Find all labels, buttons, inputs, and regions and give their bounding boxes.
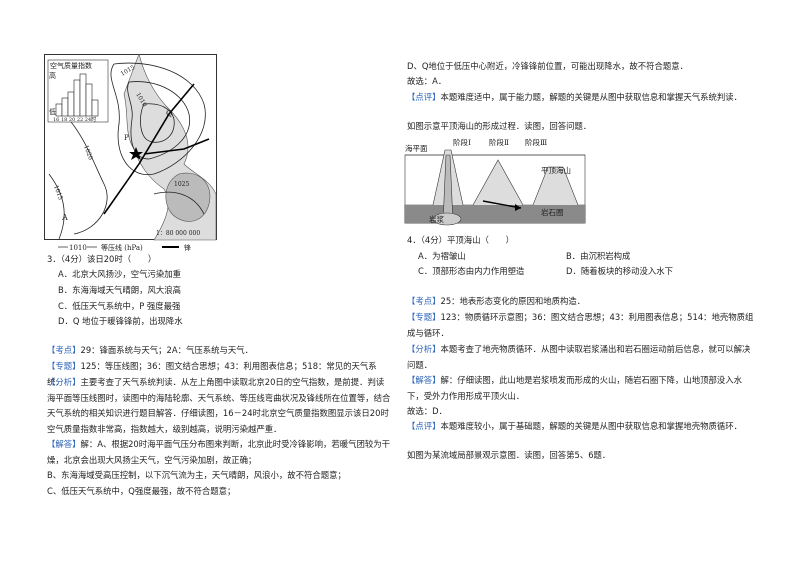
option: A．北京大风扬沙，空气污染加重 bbox=[58, 269, 181, 279]
stage: 阶段Ⅰ bbox=[453, 137, 471, 147]
solution-line: C、低压天气系统中，Q强度最强，故不符合题意； bbox=[47, 486, 236, 496]
isobar-label: 1020 bbox=[82, 144, 94, 161]
option: D．随着板块的移动没入水下 bbox=[566, 266, 673, 276]
tag: 【专题】 bbox=[47, 361, 81, 371]
intro: 如图为某流域局部景观示意图．读图，回答第5、6题． bbox=[407, 450, 611, 460]
intro: 如图示意平顶海山的形成过程．读图，回答问题． bbox=[407, 121, 592, 131]
isobar-label: 1015 bbox=[52, 184, 64, 201]
tag: 【解答】 bbox=[47, 439, 81, 449]
solution-para: 【解答】解：A、根据20时海平面气压分布图来判断，北京此时受冷锋影响，若暖气团较… bbox=[47, 437, 392, 468]
text: 29：锋面系统与天气；2A：气压系统与天气． bbox=[80, 345, 253, 355]
option: B．由沉积岩构成 bbox=[566, 251, 631, 261]
solution-para: 【考点】25：地表形态变化的原因和地质构造． bbox=[407, 294, 757, 310]
text: 125：等压线图；36：图文结合思想；43：利用图表信息；518：常见的天气系统… bbox=[47, 361, 377, 387]
point-label: P bbox=[124, 134, 129, 142]
text: 123：物质循环示意图；36：图文结合思想；43：利用图表信息；514：地壳物质… bbox=[407, 312, 754, 338]
solution-para: 【分析】主要考查了天气系统判读．从左上角图中读取北京20日的空气指数，是前提．判… bbox=[47, 375, 392, 437]
isobars bbox=[48, 62, 206, 240]
beijing-star bbox=[129, 147, 143, 160]
text: 25：地表形态变化的原因和地质构造． bbox=[440, 296, 586, 306]
text: 本题考查了地壳物质循环．从图中读取岩浆涌出和岩石圈运动前后信息，就可以解决问题． bbox=[407, 344, 751, 370]
option: D．Q 地位于暖锋锋前，出现降水 bbox=[58, 316, 183, 326]
tag: 【点评】 bbox=[407, 421, 441, 431]
option: C．顶部形态由内力作用塑造 bbox=[418, 266, 525, 276]
option: B．东海海域天气晴朗，风大浪高 bbox=[58, 285, 181, 295]
legend-isobar-value: 1010 bbox=[69, 244, 87, 252]
text: 解：A、根据20时海平面气压分布图来判断，北京此时受冷锋影响，若暖气团较为干燥，… bbox=[47, 439, 391, 465]
text: 解：仔细读图，此山地是岩浆喷发而形成的火山，随岩石圈下降，山地顶部没入水下，受外… bbox=[407, 375, 742, 401]
arrow-head bbox=[515, 204, 521, 211]
inset-hours: 16 18 20 22 24时 bbox=[53, 116, 96, 123]
tag: 【点评】 bbox=[407, 92, 441, 102]
solution-para: 【分析】本题考查了地壳物质循环．从图中读取岩浆涌出和岩石圈运动前后信息，就可以解… bbox=[407, 342, 757, 373]
magma-chamber bbox=[432, 212, 462, 226]
solution-para: 【专题】125：等压线图；36：图文结合思想；43：利用图表信息；518：常见的… bbox=[47, 359, 392, 390]
tag: 【考点】 bbox=[407, 296, 441, 306]
front-line bbox=[103, 83, 195, 215]
option: C．低压天气系统中，P 强度最强 bbox=[58, 301, 181, 311]
lithosphere-label: 岩石圈 bbox=[541, 207, 564, 217]
option: A．为褶皱山 bbox=[418, 251, 466, 261]
sea-level: 海平面 bbox=[405, 143, 428, 153]
question-stem: 4．（4分）平顶海山（ ） bbox=[407, 235, 514, 245]
guyot-figure: 海平面 阶段Ⅰ 阶段Ⅱ 阶段Ⅲ 平顶海山 岩浆 岩石圈 bbox=[404, 137, 586, 226]
stage: 阶段Ⅱ bbox=[489, 137, 509, 147]
solution-para: 【考点】29：锋面系统与天气；2A：气压系统与天气． bbox=[47, 343, 392, 359]
point-label: A bbox=[61, 213, 68, 222]
answer: 故选：D． bbox=[407, 406, 447, 416]
tag: 【分析】 bbox=[407, 344, 441, 354]
legend-isobar-text: 等压线 (hPa) bbox=[101, 243, 143, 252]
text: 本题难度较小，属于基础题，解题的关键是从图中获取信息和掌握地壳物质循环． bbox=[440, 421, 743, 431]
guyot-label: 平顶海山 bbox=[541, 165, 571, 175]
isobar-label: 1025 bbox=[174, 181, 189, 188]
text: 本题难度适中，属于能力题，解题的关键是从图中获取信息和掌握天气系统判读． bbox=[440, 92, 743, 102]
tag: 【考点】 bbox=[47, 345, 81, 355]
tag: 【解答】 bbox=[407, 375, 441, 385]
review: 【点评】本题难度较小，属于基础题，解题的关键是从图中获取信息和掌握地壳物质循环． bbox=[407, 419, 757, 435]
point-label: Q bbox=[166, 109, 173, 118]
solution-line: B、东海海域受高压控制，以下沉气流为主，天气晴朗，风浪小，故不符合题意； bbox=[47, 470, 346, 480]
solution-line: D、Q地位于低压中心附近，冷锋锋前位置，可能出现降水，故不符合题意． bbox=[407, 61, 689, 71]
map-scale: 1：80 000 000 bbox=[156, 230, 200, 237]
tag: 【专题】 bbox=[407, 312, 441, 322]
weather-map: 空气质量指数 高 低 16 18 20 22 24时 1015 1010 102… bbox=[44, 54, 217, 252]
inset-low: 低 bbox=[49, 107, 56, 116]
inset-high: 高 bbox=[49, 71, 56, 80]
answer: 故选：A． bbox=[407, 76, 447, 86]
inset-title: 空气质量指数 bbox=[50, 61, 92, 70]
inset-bars bbox=[55, 73, 99, 117]
magma-label: 岩浆 bbox=[429, 214, 444, 224]
review: 【点评】本题难度适中，属于能力题，解题的关键是从图中获取信息和掌握天气系统判读． bbox=[407, 90, 757, 106]
stage: 阶段Ⅲ bbox=[525, 137, 547, 147]
front-line bbox=[143, 138, 210, 155]
text: 主要考查了天气系统判读．从左上角图中读取北京20日的空气指数，是前提．判读海平面… bbox=[47, 377, 391, 434]
legend-front-text: 锋 bbox=[184, 243, 191, 252]
question-stem: 3．（4分）该日20时（ ） bbox=[47, 254, 157, 264]
arrow bbox=[482, 200, 522, 209]
solution-para: 【专题】123：物质循环示意图；36：图文结合思想；43：利用图表信息；514：… bbox=[407, 310, 757, 341]
solution-para: 【解答】解：仔细读图，此山地是岩浆喷发而形成的火山，随岩石圈下降，山地顶部没入水… bbox=[407, 373, 757, 404]
tag: 【分析】 bbox=[47, 377, 81, 387]
